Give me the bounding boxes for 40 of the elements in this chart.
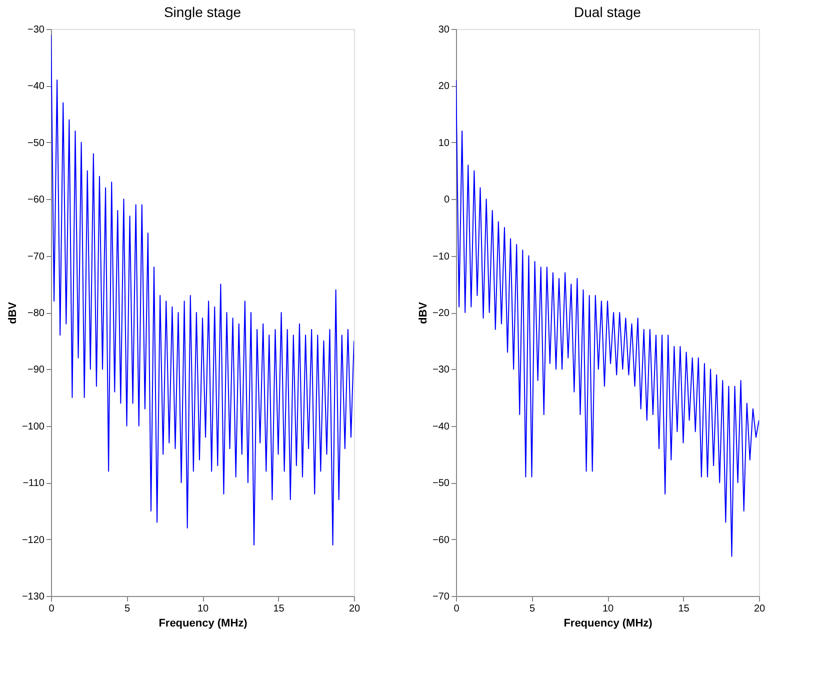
y-tick-label: −30 [28, 24, 45, 36]
y-tick-label: −70 [28, 251, 45, 262]
y-tick-label: −20 [432, 308, 450, 319]
chart-title: Dual stage [574, 4, 642, 20]
y-axis-title: dBV [6, 301, 19, 324]
y-tick-label: −110 [22, 478, 45, 490]
y-tick-label: −40 [28, 81, 45, 92]
y-tick-label: −10 [432, 251, 450, 262]
x-tick-label: 0 [454, 604, 460, 614]
x-tick-label: 0 [48, 604, 55, 614]
x-axis-title: Frequency (MHz) [564, 618, 653, 630]
chart-title: Single stage [164, 4, 242, 20]
x-tick-label: 20 [754, 604, 766, 614]
y-tick-label: 10 [438, 138, 450, 149]
y-tick-label: −60 [28, 194, 45, 206]
line-series [456, 80, 759, 557]
y-tick-label: 30 [438, 24, 450, 36]
x-tick-label: 10 [602, 604, 614, 614]
y-axis-title: dBV [418, 301, 430, 324]
y-tick-label: −70 [432, 592, 450, 602]
y-tick-label: 0 [444, 194, 450, 206]
y-tick-label: 20 [438, 81, 450, 92]
y-tick-label: −30 [432, 364, 450, 376]
x-tick-label: 5 [124, 604, 130, 614]
y-tick-label: −120 [22, 534, 45, 546]
y-tick-label: −60 [432, 534, 450, 546]
y-tick-label: −80 [28, 308, 45, 319]
y-tick-label: −50 [432, 478, 450, 490]
y-tick-label: −90 [28, 364, 45, 376]
y-tick-label: −130 [22, 592, 45, 602]
x-tick-label: 20 [348, 604, 360, 614]
line-series [51, 34, 354, 546]
x-tick-label: 15 [678, 604, 690, 614]
x-tick-label: 15 [273, 604, 285, 614]
x-axis-title: Frequency (MHz) [158, 618, 248, 630]
x-tick-label: 10 [197, 604, 209, 614]
x-tick-label: 5 [529, 604, 536, 614]
y-tick-label: −40 [432, 421, 450, 432]
y-tick-label: −50 [28, 138, 45, 149]
y-tick-label: −100 [22, 421, 45, 432]
